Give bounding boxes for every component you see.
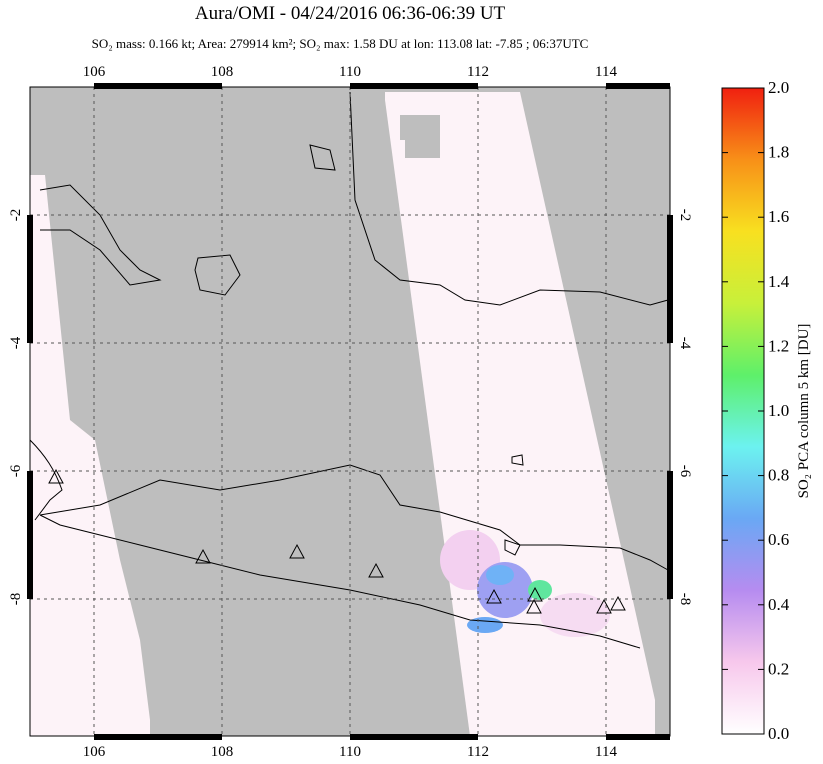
frame-bar xyxy=(667,215,673,343)
x-tick-label: 110 xyxy=(339,744,361,759)
volcano xyxy=(48,468,64,484)
volcano xyxy=(195,548,211,564)
y-tick-label: -8 xyxy=(8,593,24,606)
y-tick-label: -2 xyxy=(677,209,693,222)
colorbar-tick-label: 0.4 xyxy=(768,595,790,614)
x-tick-label: 108 xyxy=(211,64,234,80)
so2-plume xyxy=(486,565,514,585)
frame-bar xyxy=(27,215,33,343)
y-tick-label: -2 xyxy=(8,209,24,222)
frame-bar xyxy=(94,734,222,740)
so2-plume xyxy=(467,617,503,633)
island-coast xyxy=(511,454,524,466)
java-coast xyxy=(39,464,669,649)
colorbar-label: SO₂ PCA column 5 km [DU] xyxy=(796,324,812,499)
volcano xyxy=(596,598,612,614)
so2-plume xyxy=(528,580,552,600)
colorbar xyxy=(721,87,765,735)
coastline xyxy=(30,439,63,521)
map-area xyxy=(30,87,670,736)
y-tick-label: -6 xyxy=(677,465,693,478)
volcanoes xyxy=(48,468,626,614)
x-tick-label: 114 xyxy=(595,744,617,759)
frame-bar xyxy=(27,471,33,599)
frame-bar xyxy=(667,471,673,599)
volcano xyxy=(526,598,542,614)
volcano xyxy=(486,588,502,604)
x-tick-label: 110 xyxy=(339,64,361,80)
x-tick-label: 114 xyxy=(595,64,617,80)
x-tick-label: 106 xyxy=(83,64,106,80)
y-tick-label: -6 xyxy=(8,464,24,477)
so2-plume xyxy=(540,593,610,637)
subtitle: SO₂ mass: 0.166 kt; Area: 279914 km²; SO… xyxy=(92,36,589,51)
cloud-gap xyxy=(400,115,440,140)
island-coast xyxy=(309,144,336,171)
y-tick-label: -4 xyxy=(8,336,24,349)
y-tick-label: -4 xyxy=(677,337,693,350)
volcano xyxy=(289,543,305,559)
colorbar-tick-label: 2.0 xyxy=(768,78,789,97)
frame-bar xyxy=(606,83,670,89)
grid xyxy=(30,87,670,736)
frame-bar xyxy=(350,83,478,89)
colorbar-tick-label: 0.0 xyxy=(768,724,789,743)
colorbar-tick-label: 1.0 xyxy=(768,401,789,420)
borneo-coast xyxy=(349,91,669,306)
colorbar-tick-label: 1.8 xyxy=(768,143,789,162)
x-tick-label: 112 xyxy=(467,64,489,80)
sumatra-coast xyxy=(39,184,162,286)
colorbar-tick-label: 1.2 xyxy=(768,336,789,355)
y-tick-label: -8 xyxy=(677,593,693,606)
island-coast xyxy=(504,539,521,556)
colorbar-tick-label: 0.8 xyxy=(768,466,789,485)
frame-bars xyxy=(27,83,673,740)
x-tick-label: 112 xyxy=(467,744,489,759)
volcano xyxy=(610,595,626,611)
x-tick-label: 108 xyxy=(211,744,234,759)
frame-bar xyxy=(94,83,222,89)
swath-left xyxy=(30,175,150,736)
belitung-coast xyxy=(194,254,241,296)
frame-bar xyxy=(606,734,670,740)
colorbar-tick-label: 1.4 xyxy=(768,272,790,291)
title: Aura/OMI - 04/24/2016 06:36-06:39 UT xyxy=(195,3,506,24)
cloud-gap xyxy=(405,140,440,158)
frame-bar xyxy=(350,734,478,740)
colorbar-tick-label: 0.2 xyxy=(768,659,789,678)
volcano xyxy=(368,562,384,578)
colorbar-tick-label: 0.6 xyxy=(768,530,789,549)
x-tick-label: 106 xyxy=(83,744,106,759)
colorbar-tick-label: 1.6 xyxy=(768,207,789,226)
